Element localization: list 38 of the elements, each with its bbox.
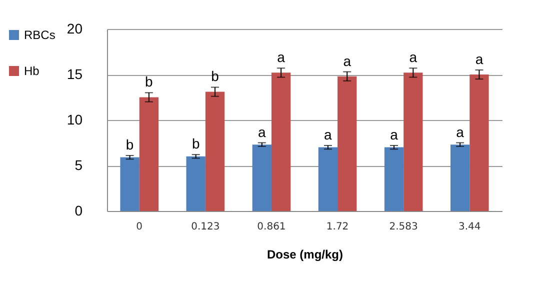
data-label: b	[211, 68, 220, 84]
legend-label: RBCs	[24, 28, 56, 42]
bar	[271, 72, 291, 211]
bar	[139, 97, 159, 211]
y-tick-label: 0	[74, 202, 83, 218]
data-label: b	[192, 136, 200, 152]
x-tick-label: 0	[136, 222, 143, 232]
data-label: a	[324, 126, 332, 142]
bar	[318, 147, 338, 211]
data-label: b	[126, 136, 134, 152]
bar	[120, 157, 140, 211]
data-label: a	[277, 49, 286, 66]
data-label: a	[409, 49, 418, 66]
data-label: b	[145, 74, 154, 90]
data-label: a	[343, 52, 352, 69]
x-tick-label: 3.44	[458, 222, 481, 232]
y-tick-label: 5	[74, 157, 83, 173]
bar	[470, 74, 489, 211]
x-tick-label: 0.861	[257, 222, 286, 232]
x-tick-label: 2.583	[389, 222, 418, 232]
x-tick-label: 0.123	[191, 222, 220, 232]
bar	[186, 156, 206, 211]
y-tick-label: 15	[66, 66, 83, 82]
x-axis-title: Dose (mg/kg)	[266, 248, 344, 262]
bar	[338, 76, 357, 211]
bar	[384, 147, 404, 211]
y-tick-label: 20	[66, 20, 83, 36]
x-tick-label: 1.72	[326, 222, 349, 232]
bar	[205, 92, 225, 211]
data-label: a	[456, 124, 464, 140]
data-label: a	[475, 50, 484, 67]
bar	[252, 144, 272, 211]
bar	[404, 72, 423, 211]
data-label: a	[258, 124, 266, 140]
legend-label: Hb	[24, 64, 40, 78]
bar	[450, 144, 470, 211]
y-tick-label: 10	[66, 112, 83, 128]
data-label: a	[390, 126, 398, 142]
